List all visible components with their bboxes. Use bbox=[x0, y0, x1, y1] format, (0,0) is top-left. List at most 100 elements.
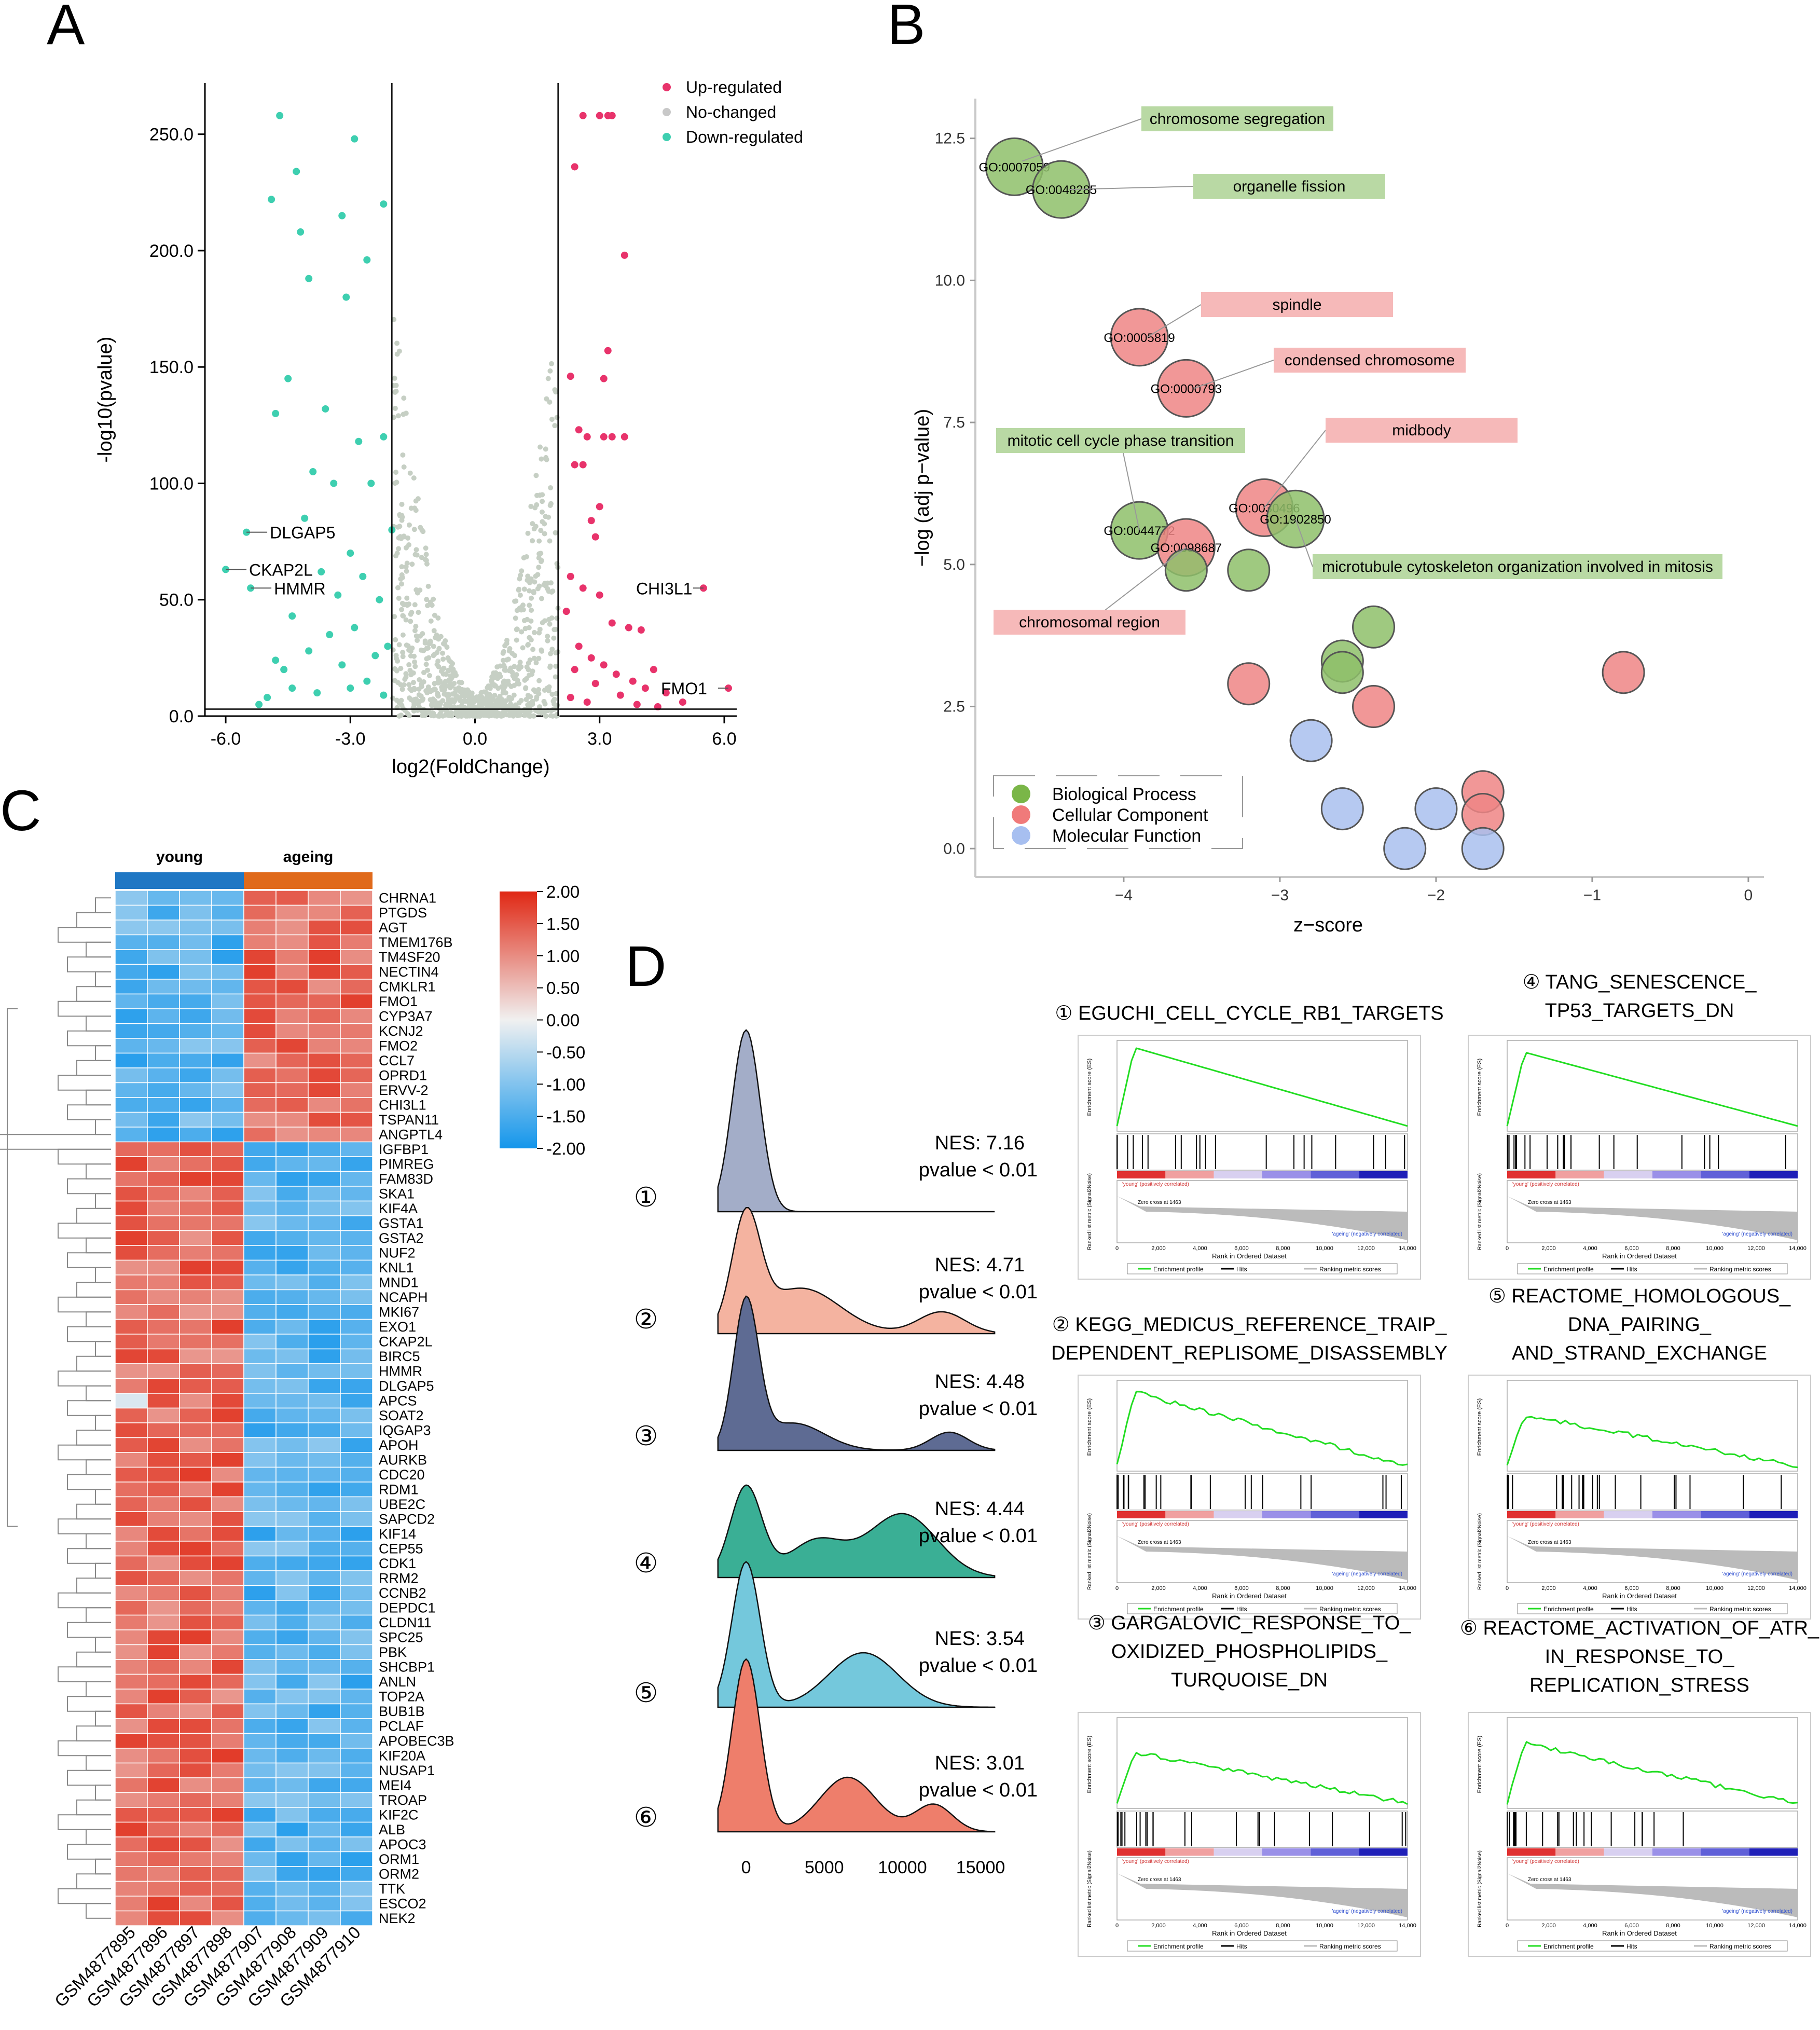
heatmap-cell bbox=[211, 1496, 244, 1512]
heatmap-cell bbox=[340, 1008, 373, 1024]
down-regulated-point bbox=[305, 647, 313, 655]
ridge-x-tick-label: 0 bbox=[741, 1858, 751, 1877]
heatmap-cell bbox=[308, 1910, 341, 1926]
gsea-rank-axis-title: Ranked list metric (Signal2Noise) bbox=[1477, 1513, 1483, 1590]
down-regulated-point bbox=[338, 212, 346, 220]
heatmap-cell bbox=[340, 1422, 373, 1438]
heatmap-cell bbox=[308, 1807, 341, 1823]
gsea-x-tick-label: 10,000 bbox=[1706, 1245, 1724, 1252]
dendrogram-branch bbox=[86, 1089, 111, 1106]
heatmap-cell bbox=[340, 1807, 373, 1823]
heatmap-cell bbox=[308, 1038, 341, 1054]
heatmap-cell bbox=[308, 1452, 341, 1468]
down-regulated-point bbox=[342, 293, 350, 301]
no-changed-point bbox=[393, 470, 399, 475]
heatmap-cell bbox=[243, 1689, 277, 1705]
go-bubble bbox=[1032, 160, 1091, 219]
annotation-leader bbox=[1089, 547, 1187, 623]
heatmap-cell bbox=[340, 1319, 373, 1335]
down-regulated-point bbox=[359, 572, 367, 580]
heatmap-cell bbox=[115, 1748, 148, 1764]
no-changed-point bbox=[440, 650, 446, 656]
gsea-rank-axis-title: Ranked list metric (Signal2Noise) bbox=[1087, 1850, 1093, 1927]
annotation-box bbox=[1201, 292, 1393, 317]
heatmap-cell bbox=[211, 1570, 244, 1586]
heatmap-cell bbox=[275, 1807, 309, 1823]
heatmap-cell bbox=[179, 1807, 212, 1823]
down-regulated-point bbox=[338, 661, 346, 669]
gene-label: TM4SF20 bbox=[379, 950, 440, 965]
heatmap-cell bbox=[275, 1052, 309, 1068]
heatmap-cell bbox=[179, 1141, 212, 1157]
up-regulated-point bbox=[600, 375, 608, 382]
heatmap-cell bbox=[243, 1496, 277, 1512]
dendrogram-branch bbox=[76, 1060, 111, 1076]
heatmap-cell bbox=[340, 890, 373, 906]
heatmap-cell bbox=[308, 1334, 341, 1350]
no-changed-point bbox=[424, 597, 430, 602]
gene-label: RDM1 bbox=[379, 1482, 419, 1498]
heatmap-cell bbox=[147, 1245, 180, 1261]
no-changed-point bbox=[398, 581, 404, 587]
no-changed-point bbox=[527, 602, 532, 608]
heatmap-cell bbox=[340, 1156, 373, 1172]
no-changed-point bbox=[523, 676, 529, 682]
heatmap-cell bbox=[179, 1052, 212, 1068]
heatmap-cell bbox=[275, 1482, 309, 1498]
gsea-legend-frame bbox=[1127, 1940, 1398, 1952]
gene-label: DLGAP5 bbox=[270, 524, 335, 542]
heatmap-cell bbox=[115, 1023, 148, 1039]
down-regulated-point bbox=[293, 168, 300, 175]
go-id-label: GO:0000793 bbox=[1151, 382, 1222, 396]
no-changed-point bbox=[435, 700, 440, 706]
no-changed-point bbox=[400, 632, 406, 638]
up-regulated-point bbox=[567, 694, 574, 702]
gsea-hits-area bbox=[1507, 1810, 1798, 1848]
heatmap-cell bbox=[179, 1067, 212, 1083]
heatmap-cell bbox=[308, 934, 341, 950]
heatmap-cell bbox=[211, 1141, 244, 1157]
heatmap-cell bbox=[340, 1733, 373, 1749]
no-changed-point bbox=[530, 521, 535, 527]
heatmap-cell bbox=[275, 1792, 309, 1808]
heatmap-cell bbox=[243, 1363, 277, 1379]
heatmap-cell bbox=[179, 1259, 212, 1275]
colorbar-tick-label: -2.00 bbox=[546, 1139, 585, 1158]
heatmap-cell bbox=[179, 1112, 212, 1128]
no-changed-point bbox=[518, 572, 523, 578]
gene-label: CHI3L1 bbox=[379, 1098, 426, 1113]
heatmap-cell bbox=[147, 1600, 180, 1616]
no-changed-point bbox=[503, 690, 508, 696]
heatmap-cell bbox=[308, 1851, 341, 1867]
dendrogram-branch bbox=[95, 1415, 111, 1431]
gene-label: CHI3L1 bbox=[636, 579, 693, 598]
go-bubble bbox=[1414, 787, 1458, 831]
heatmap-cell bbox=[211, 1112, 244, 1128]
heatmap-cell bbox=[243, 1629, 277, 1645]
gene-label: KCNJ2 bbox=[379, 1023, 423, 1039]
annotation-leader bbox=[1147, 304, 1202, 338]
no-changed-point bbox=[436, 713, 442, 719]
heatmap-cell bbox=[179, 1674, 212, 1690]
no-changed-point bbox=[517, 593, 523, 598]
heatmap-cell bbox=[147, 1881, 180, 1897]
gene-label: MKI67 bbox=[379, 1305, 419, 1320]
heatmap-cell bbox=[211, 1526, 244, 1542]
no-changed-point bbox=[419, 683, 424, 689]
gsea-x-tick-label: 2,000 bbox=[1151, 1923, 1166, 1929]
gsea-rank-colour bbox=[1604, 1171, 1652, 1178]
heatmap-cell bbox=[243, 890, 277, 906]
annotation-leader bbox=[1194, 360, 1274, 389]
heatmap-cell bbox=[179, 1600, 212, 1616]
gsea-legend-label: Hits bbox=[1236, 1943, 1247, 1950]
heatmap-cell bbox=[275, 1082, 309, 1098]
down-regulated-point bbox=[255, 701, 263, 708]
heatmap-cell bbox=[275, 1600, 309, 1616]
no-changed-point bbox=[535, 708, 541, 714]
heatmap-cell bbox=[179, 964, 212, 980]
gsea-rank-colour bbox=[1555, 1848, 1604, 1856]
no-changed-point bbox=[432, 635, 438, 640]
heatmap-cell bbox=[115, 1200, 148, 1216]
gsea-zero-label: Zero cross at 1463 bbox=[1138, 1200, 1181, 1205]
heatmap-cell bbox=[340, 1215, 373, 1231]
